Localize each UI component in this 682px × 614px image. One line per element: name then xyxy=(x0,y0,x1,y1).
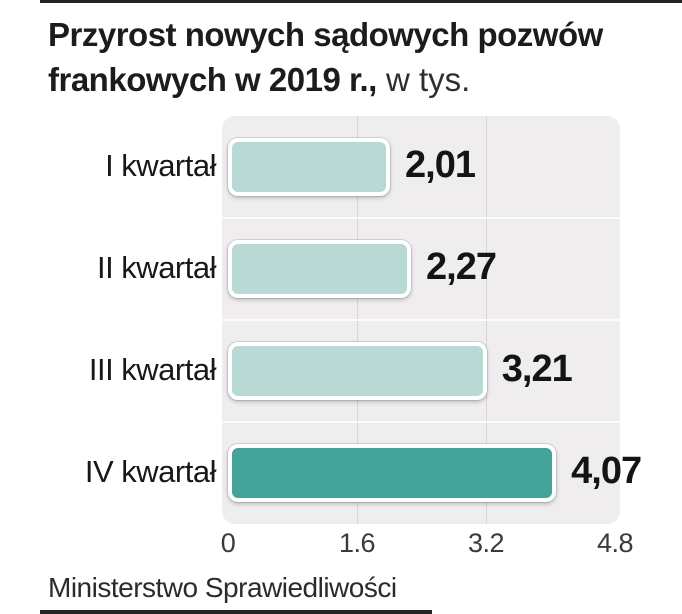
bar-iii-kwartał xyxy=(228,342,487,400)
top-rule xyxy=(40,0,682,3)
value-label: 2,01 xyxy=(405,144,476,186)
value-label: 4,07 xyxy=(571,450,642,492)
x-tick-label: 1.6 xyxy=(338,528,376,558)
category-label: IV kwartał xyxy=(84,454,217,489)
category-label: III kwartał xyxy=(88,352,217,387)
row-separator xyxy=(222,319,620,321)
value-label: 2,27 xyxy=(426,246,497,288)
row-separator xyxy=(222,217,620,219)
chart-title-line1: Przyrost nowych sądowych pozwów xyxy=(48,16,603,53)
chart-unit-label: w tys. xyxy=(376,61,471,98)
value-label: 3,21 xyxy=(501,348,573,390)
x-tick-label: 0 xyxy=(220,528,236,558)
bottom-rule xyxy=(40,610,432,614)
chart-title-line2: frankowych w 2019 r., xyxy=(48,61,377,98)
bar-iv-kwartał xyxy=(228,444,557,502)
source-label: Ministerstwo Sprawiedliwości xyxy=(48,572,397,603)
x-tick-label: 4.8 xyxy=(596,528,634,558)
x-tick-label: 3.2 xyxy=(467,528,505,558)
category-label: I kwartał xyxy=(105,148,216,183)
row-separator xyxy=(222,421,620,423)
chart-title: Przyrost nowych sądowych pozwów frankowy… xyxy=(48,12,658,102)
bar-ii-kwartał xyxy=(228,240,412,298)
bar-i-kwartał xyxy=(228,138,391,196)
category-label: II kwartał xyxy=(96,250,217,285)
